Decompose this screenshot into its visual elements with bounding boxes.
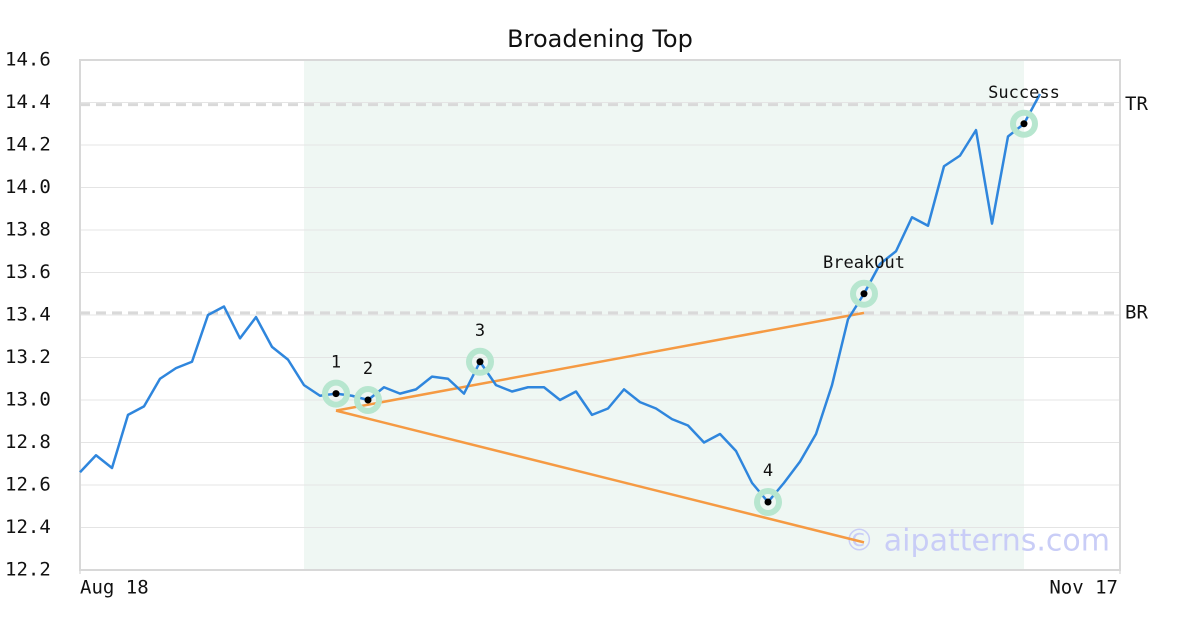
annotation-ring — [466, 347, 494, 376]
y-tick-label: 14.4 — [5, 91, 51, 113]
y-tick-label: 12.6 — [5, 474, 51, 496]
y-tick-label: 13.2 — [5, 346, 51, 368]
y-tick-label: 13.8 — [5, 219, 51, 241]
annotation-dot — [364, 396, 372, 404]
annotation-label: Success — [988, 83, 1060, 103]
y-tick-label: 14.2 — [5, 134, 51, 156]
y-tick-label: 12.4 — [5, 516, 51, 538]
annotation-label: BreakOut — [823, 253, 905, 273]
y-tick-label: 12.2 — [5, 559, 51, 581]
y-tick-label: 13.6 — [5, 261, 51, 283]
annotation-ring — [322, 379, 350, 408]
y-tick-label: 13.0 — [5, 389, 51, 411]
trendline — [335, 311, 865, 412]
annotation-ring — [354, 386, 382, 414]
y-tick-label: 14.6 — [5, 49, 51, 71]
annotation-dot — [764, 498, 772, 506]
level-label: TR — [1125, 93, 1148, 115]
annotation-label: 2 — [363, 359, 373, 379]
annotation-label: 4 — [763, 461, 773, 481]
x-tick-label: Aug 18 — [80, 577, 149, 599]
trendline — [335, 409, 865, 544]
annotation-dot — [332, 390, 340, 398]
plot-frame — [79, 59, 1121, 571]
x-tick-label: Nov 17 — [1049, 577, 1118, 599]
annotation-dot — [1020, 120, 1028, 128]
annotation-label: 1 — [331, 353, 341, 373]
annotation-ring — [754, 488, 782, 516]
annotation-dot — [476, 358, 484, 366]
y-tick-label: 13.4 — [5, 304, 51, 326]
annotation-ring — [850, 279, 878, 308]
annotation-ring — [1010, 109, 1038, 138]
chart-title: Broadening Top — [507, 25, 693, 53]
annotation-dot — [860, 290, 868, 298]
watermark: © aipatterns.com — [844, 524, 1110, 559]
y-tick-label: 14.0 — [5, 176, 51, 198]
annotation-label: 3 — [475, 321, 485, 341]
level-label: BR — [1125, 301, 1148, 323]
price-line — [79, 93, 1042, 504]
y-tick-label: 12.8 — [5, 431, 51, 453]
